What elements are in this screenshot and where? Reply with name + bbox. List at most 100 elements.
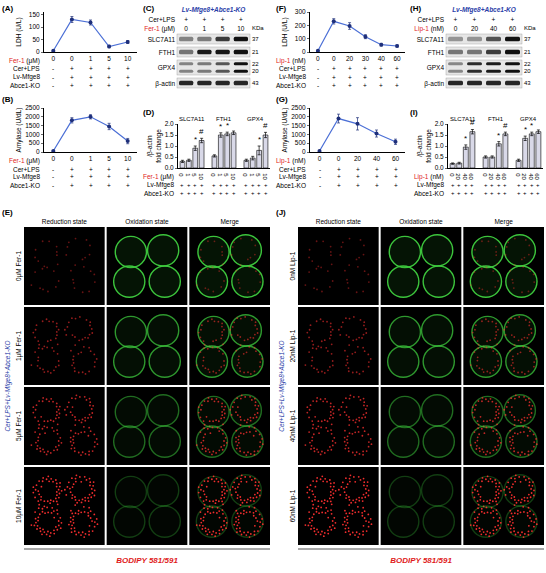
svg-text:1: 1 (89, 155, 93, 162)
svg-text:BODIPY 581/591: BODIPY 581/591 (116, 556, 178, 565)
svg-text:10μM Fer-1: 10μM Fer-1 (15, 489, 23, 523)
svg-text:22: 22 (524, 61, 531, 67)
svg-text:+: + (337, 166, 341, 173)
svg-text:+: + (212, 182, 216, 188)
svg-text:60: 60 (509, 25, 517, 32)
svg-text:+: + (394, 173, 398, 180)
svg-text:1: 1 (217, 173, 223, 177)
svg-text:1.0: 1.0 (435, 142, 444, 149)
svg-text:Merge: Merge (494, 218, 513, 226)
svg-text:+: + (356, 173, 360, 180)
svg-text:10: 10 (237, 25, 245, 32)
svg-text:20: 20 (521, 173, 527, 180)
svg-text:Abce1-KO: Abce1-KO (10, 82, 40, 89)
svg-text:+: + (332, 82, 336, 89)
svg-text:-: - (317, 74, 319, 81)
svg-text:0: 0 (316, 55, 320, 62)
svg-text:+: + (470, 182, 474, 188)
svg-text:+: + (180, 190, 184, 196)
svg-text:0: 0 (70, 55, 74, 62)
svg-text:Fer-1 (μM): Fer-1 (μM) (9, 57, 40, 65)
svg-text:+: + (395, 82, 399, 89)
svg-text:FTH1: FTH1 (488, 116, 504, 122)
svg-text:+: + (89, 166, 93, 173)
svg-text:+: + (363, 65, 367, 72)
svg-text:+: + (126, 65, 130, 72)
svg-text:+: + (89, 74, 93, 81)
svg-text:(C): (C) (143, 4, 154, 13)
svg-text:0: 0 (70, 155, 74, 162)
svg-text:5: 5 (221, 25, 225, 32)
svg-text:+: + (511, 16, 515, 23)
svg-text:-: - (52, 82, 54, 89)
svg-text:*: * (194, 135, 197, 144)
svg-text:+: + (348, 74, 352, 81)
svg-text:20: 20 (524, 68, 531, 74)
svg-text:+: + (348, 82, 352, 89)
svg-text:-: - (52, 182, 54, 189)
svg-text:-: - (317, 65, 319, 72)
svg-text:+: + (225, 190, 229, 196)
svg-text:20: 20 (455, 173, 461, 180)
svg-text:+: + (379, 65, 383, 72)
svg-text:+: + (107, 166, 111, 173)
svg-text:20: 20 (488, 173, 494, 180)
svg-text:+: + (395, 65, 399, 72)
svg-text:+: + (70, 65, 74, 72)
svg-text:Abce1-KO: Abce1-KO (10, 182, 40, 189)
svg-text:+: + (497, 182, 501, 188)
svg-text:0: 0 (332, 55, 336, 62)
svg-text:Reduction state: Reduction state (316, 218, 362, 225)
svg-text:+: + (107, 65, 111, 72)
svg-text:BODIPY 581/591: BODIPY 581/591 (390, 556, 452, 565)
svg-text:60: 60 (392, 155, 400, 162)
svg-text:+: + (126, 82, 130, 89)
svg-text:*: * (524, 125, 527, 134)
svg-text:+: + (126, 182, 130, 189)
svg-text:+: + (244, 182, 248, 188)
svg-text:20: 20 (354, 155, 362, 162)
svg-text:(D): (D) (143, 108, 154, 117)
svg-text:30: 30 (362, 55, 370, 62)
svg-text:KDa: KDa (252, 25, 264, 31)
svg-text:Lip-1 (nM): Lip-1 (nM) (276, 157, 306, 165)
svg-text:-: - (52, 74, 54, 81)
svg-text:(F): (F) (276, 4, 287, 13)
svg-text:+: + (490, 182, 494, 188)
svg-text:+: + (337, 182, 341, 189)
svg-text:+: + (232, 182, 236, 188)
svg-text:LDH (U/L): LDH (U/L) (15, 17, 23, 46)
svg-text:40: 40 (378, 55, 386, 62)
svg-text:2500: 2500 (291, 104, 306, 111)
svg-text:+: + (332, 74, 336, 81)
svg-text:+: + (239, 16, 243, 23)
svg-text:0: 0 (51, 155, 55, 162)
svg-text:(I): (I) (410, 108, 418, 117)
svg-text:-: - (317, 82, 319, 89)
svg-text:-: - (319, 182, 321, 189)
svg-text:+: + (484, 182, 488, 188)
svg-text:0: 0 (302, 148, 306, 155)
svg-text:0.5: 0.5 (165, 153, 174, 160)
svg-text:22: 22 (252, 61, 259, 67)
svg-text:10: 10 (124, 155, 132, 162)
svg-text:Cer+LPS: Cer+LPS (279, 166, 306, 173)
svg-text:+: + (202, 16, 206, 23)
svg-text:(E): (E) (2, 208, 13, 217)
svg-text:/β-actinfold change: /β-actinfold change (416, 129, 432, 163)
svg-text:Lv-Mfge8: Lv-Mfge8 (279, 173, 306, 181)
svg-text:0: 0 (51, 55, 55, 62)
svg-text:FTH1: FTH1 (159, 49, 176, 56)
svg-text:1: 1 (203, 25, 207, 32)
svg-text:100: 100 (29, 23, 40, 30)
svg-text:*: * (497, 131, 500, 140)
svg-text:5: 5 (255, 173, 261, 177)
svg-text:60nM Lip-1: 60nM Lip-1 (289, 489, 297, 522)
svg-text:40: 40 (528, 173, 534, 180)
svg-text:21: 21 (252, 49, 259, 55)
svg-text:+: + (363, 74, 367, 81)
svg-text:(J): (J) (276, 208, 286, 217)
svg-text:+: + (379, 82, 383, 89)
svg-text:Lv-Mfge8: Lv-Mfge8 (417, 181, 444, 189)
svg-text:+: + (503, 182, 507, 188)
